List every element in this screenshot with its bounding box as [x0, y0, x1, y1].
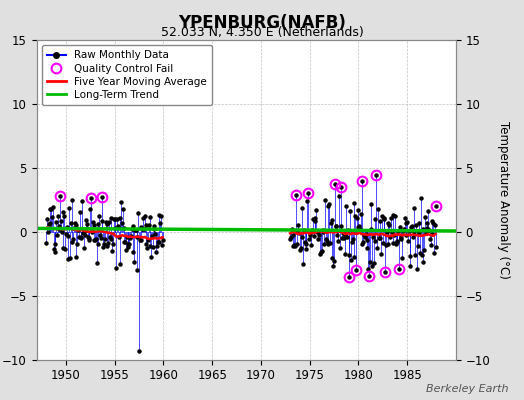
Y-axis label: Temperature Anomaly (°C): Temperature Anomaly (°C): [497, 121, 510, 279]
Text: YPENBURG(NAFB): YPENBURG(NAFB): [178, 14, 346, 32]
Text: 52.033 N, 4.350 E (Netherlands): 52.033 N, 4.350 E (Netherlands): [161, 26, 363, 39]
Legend: Raw Monthly Data, Quality Control Fail, Five Year Moving Average, Long-Term Tren: Raw Monthly Data, Quality Control Fail, …: [42, 45, 212, 105]
Text: Berkeley Earth: Berkeley Earth: [426, 384, 508, 394]
